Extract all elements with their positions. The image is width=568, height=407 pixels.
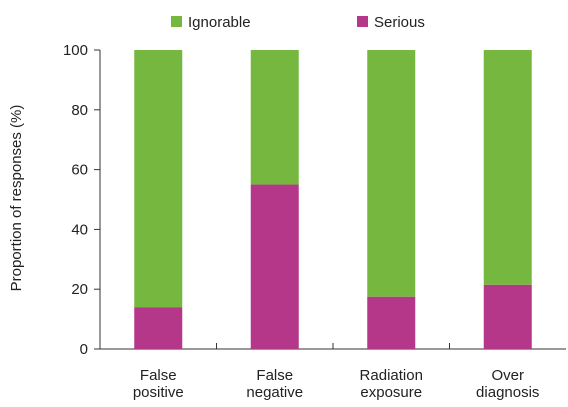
x-tick-label-line: positive [133, 384, 184, 401]
legend-swatch-ignorable [171, 16, 182, 27]
x-tick-label-line: Over [491, 367, 524, 384]
x-tick-label: False positive [133, 367, 184, 401]
x-tick-label-line: negative [246, 384, 303, 401]
x-tick-label-line: Radiation [360, 367, 423, 384]
bar-serious-2 [367, 296, 416, 349]
bar-ignorable-0 [134, 50, 183, 308]
bar-serious-0 [134, 307, 183, 349]
bar-serious-3 [483, 284, 532, 349]
y-axis: 0 20 40 60 80 100 [63, 42, 101, 358]
y-tick-label: 100 [63, 42, 88, 59]
legend: Ignorable Serious [171, 14, 425, 31]
legend-label-serious: Serious [374, 14, 425, 31]
x-tick-label-line: exposure [360, 384, 422, 401]
y-axis-label: Proportion of responses (%) [8, 105, 25, 292]
x-tick-label-line: False [256, 367, 293, 384]
legend-swatch-serious [357, 16, 368, 27]
legend-label-ignorable: Ignorable [188, 14, 251, 31]
y-tick-label: 40 [71, 221, 88, 238]
x-tick-label: Radiation exposure [360, 367, 423, 401]
x-tick-label: Over diagnosis [476, 367, 539, 401]
bar-ignorable-3 [483, 50, 532, 285]
x-tick-label: False negative [246, 367, 303, 401]
y-tick-label: 60 [71, 162, 88, 179]
y-tick-label: 80 [71, 102, 88, 119]
x-tick-label-line: False [140, 367, 177, 384]
bar-ignorable-2 [367, 50, 416, 297]
y-tick-label: 0 [80, 341, 88, 358]
y-tick-label: 20 [71, 281, 88, 298]
bar-ignorable-1 [250, 50, 299, 185]
bars [134, 50, 532, 349]
bar-serious-1 [250, 184, 299, 349]
x-tick-label-line: diagnosis [476, 384, 539, 401]
